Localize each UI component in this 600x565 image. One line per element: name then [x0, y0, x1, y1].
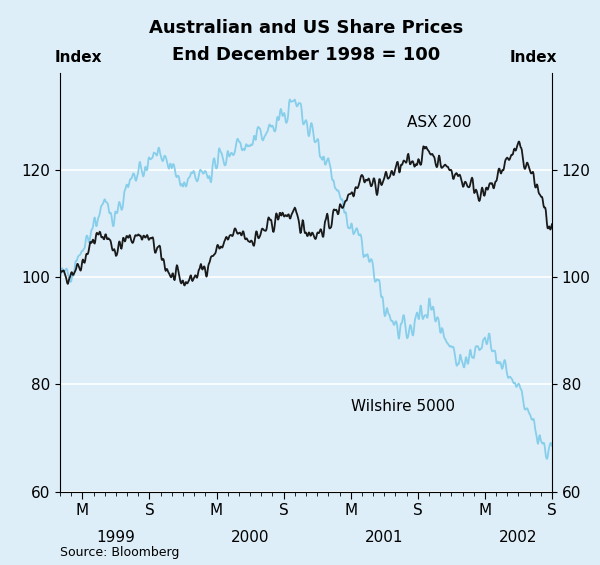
- Text: Source: Bloomberg: Source: Bloomberg: [60, 546, 179, 559]
- Text: 2000: 2000: [231, 531, 269, 545]
- Text: 1999: 1999: [97, 531, 136, 545]
- Text: 2002: 2002: [499, 531, 538, 545]
- Text: 2001: 2001: [365, 531, 404, 545]
- Text: Index: Index: [55, 50, 103, 65]
- Title: Australian and US Share Prices
End December 1998 = 100: Australian and US Share Prices End Decem…: [149, 19, 463, 63]
- Text: Index: Index: [509, 50, 557, 65]
- Text: ASX 200: ASX 200: [407, 115, 471, 130]
- Text: Wilshire 5000: Wilshire 5000: [351, 399, 455, 414]
